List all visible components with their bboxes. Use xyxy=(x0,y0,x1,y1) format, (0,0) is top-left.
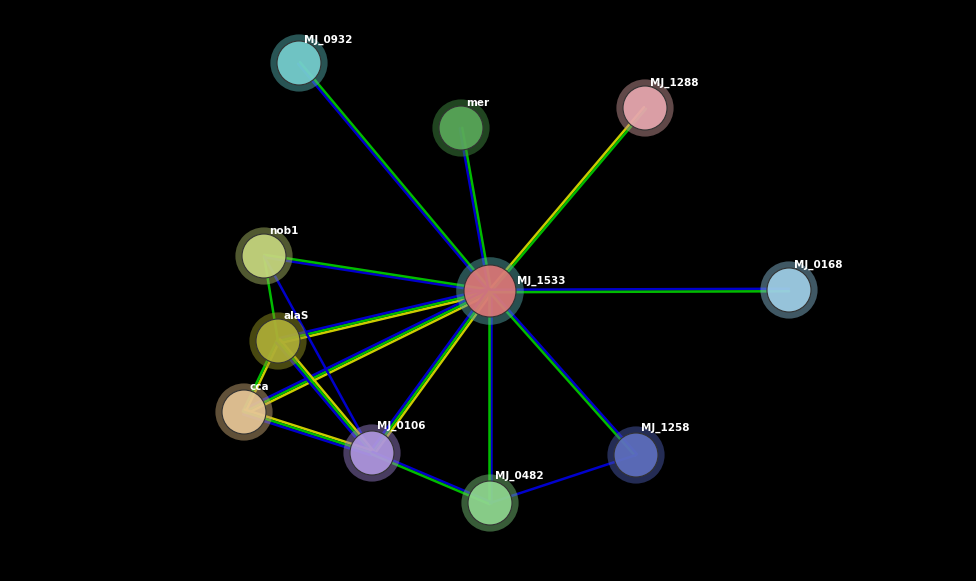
Ellipse shape xyxy=(767,268,811,312)
Text: MJ_1258: MJ_1258 xyxy=(641,423,689,433)
Ellipse shape xyxy=(623,86,667,130)
Text: MJ_0482: MJ_0482 xyxy=(495,471,544,481)
Ellipse shape xyxy=(250,313,306,370)
Ellipse shape xyxy=(242,234,286,278)
Ellipse shape xyxy=(439,106,483,150)
Text: cca: cca xyxy=(249,382,268,392)
Text: MJ_0932: MJ_0932 xyxy=(304,35,352,45)
Ellipse shape xyxy=(760,261,818,318)
Ellipse shape xyxy=(222,390,266,434)
Ellipse shape xyxy=(350,431,394,475)
Ellipse shape xyxy=(277,41,321,85)
Text: nob1: nob1 xyxy=(269,226,299,236)
Text: MJ_0106: MJ_0106 xyxy=(377,421,426,431)
Ellipse shape xyxy=(607,426,665,483)
Ellipse shape xyxy=(462,475,518,532)
Text: MJ_1533: MJ_1533 xyxy=(517,276,565,286)
Ellipse shape xyxy=(468,481,512,525)
Text: MJ_1288: MJ_1288 xyxy=(650,78,699,88)
Ellipse shape xyxy=(344,424,400,482)
Ellipse shape xyxy=(216,383,272,440)
Ellipse shape xyxy=(617,80,673,137)
Ellipse shape xyxy=(235,227,293,285)
Text: MJ_0168: MJ_0168 xyxy=(794,260,842,270)
Ellipse shape xyxy=(464,265,516,317)
Text: mer: mer xyxy=(466,98,489,108)
Ellipse shape xyxy=(432,99,490,157)
Ellipse shape xyxy=(456,257,524,325)
Ellipse shape xyxy=(270,34,328,92)
Ellipse shape xyxy=(256,319,300,363)
Ellipse shape xyxy=(614,433,658,477)
Text: alaS: alaS xyxy=(283,311,308,321)
